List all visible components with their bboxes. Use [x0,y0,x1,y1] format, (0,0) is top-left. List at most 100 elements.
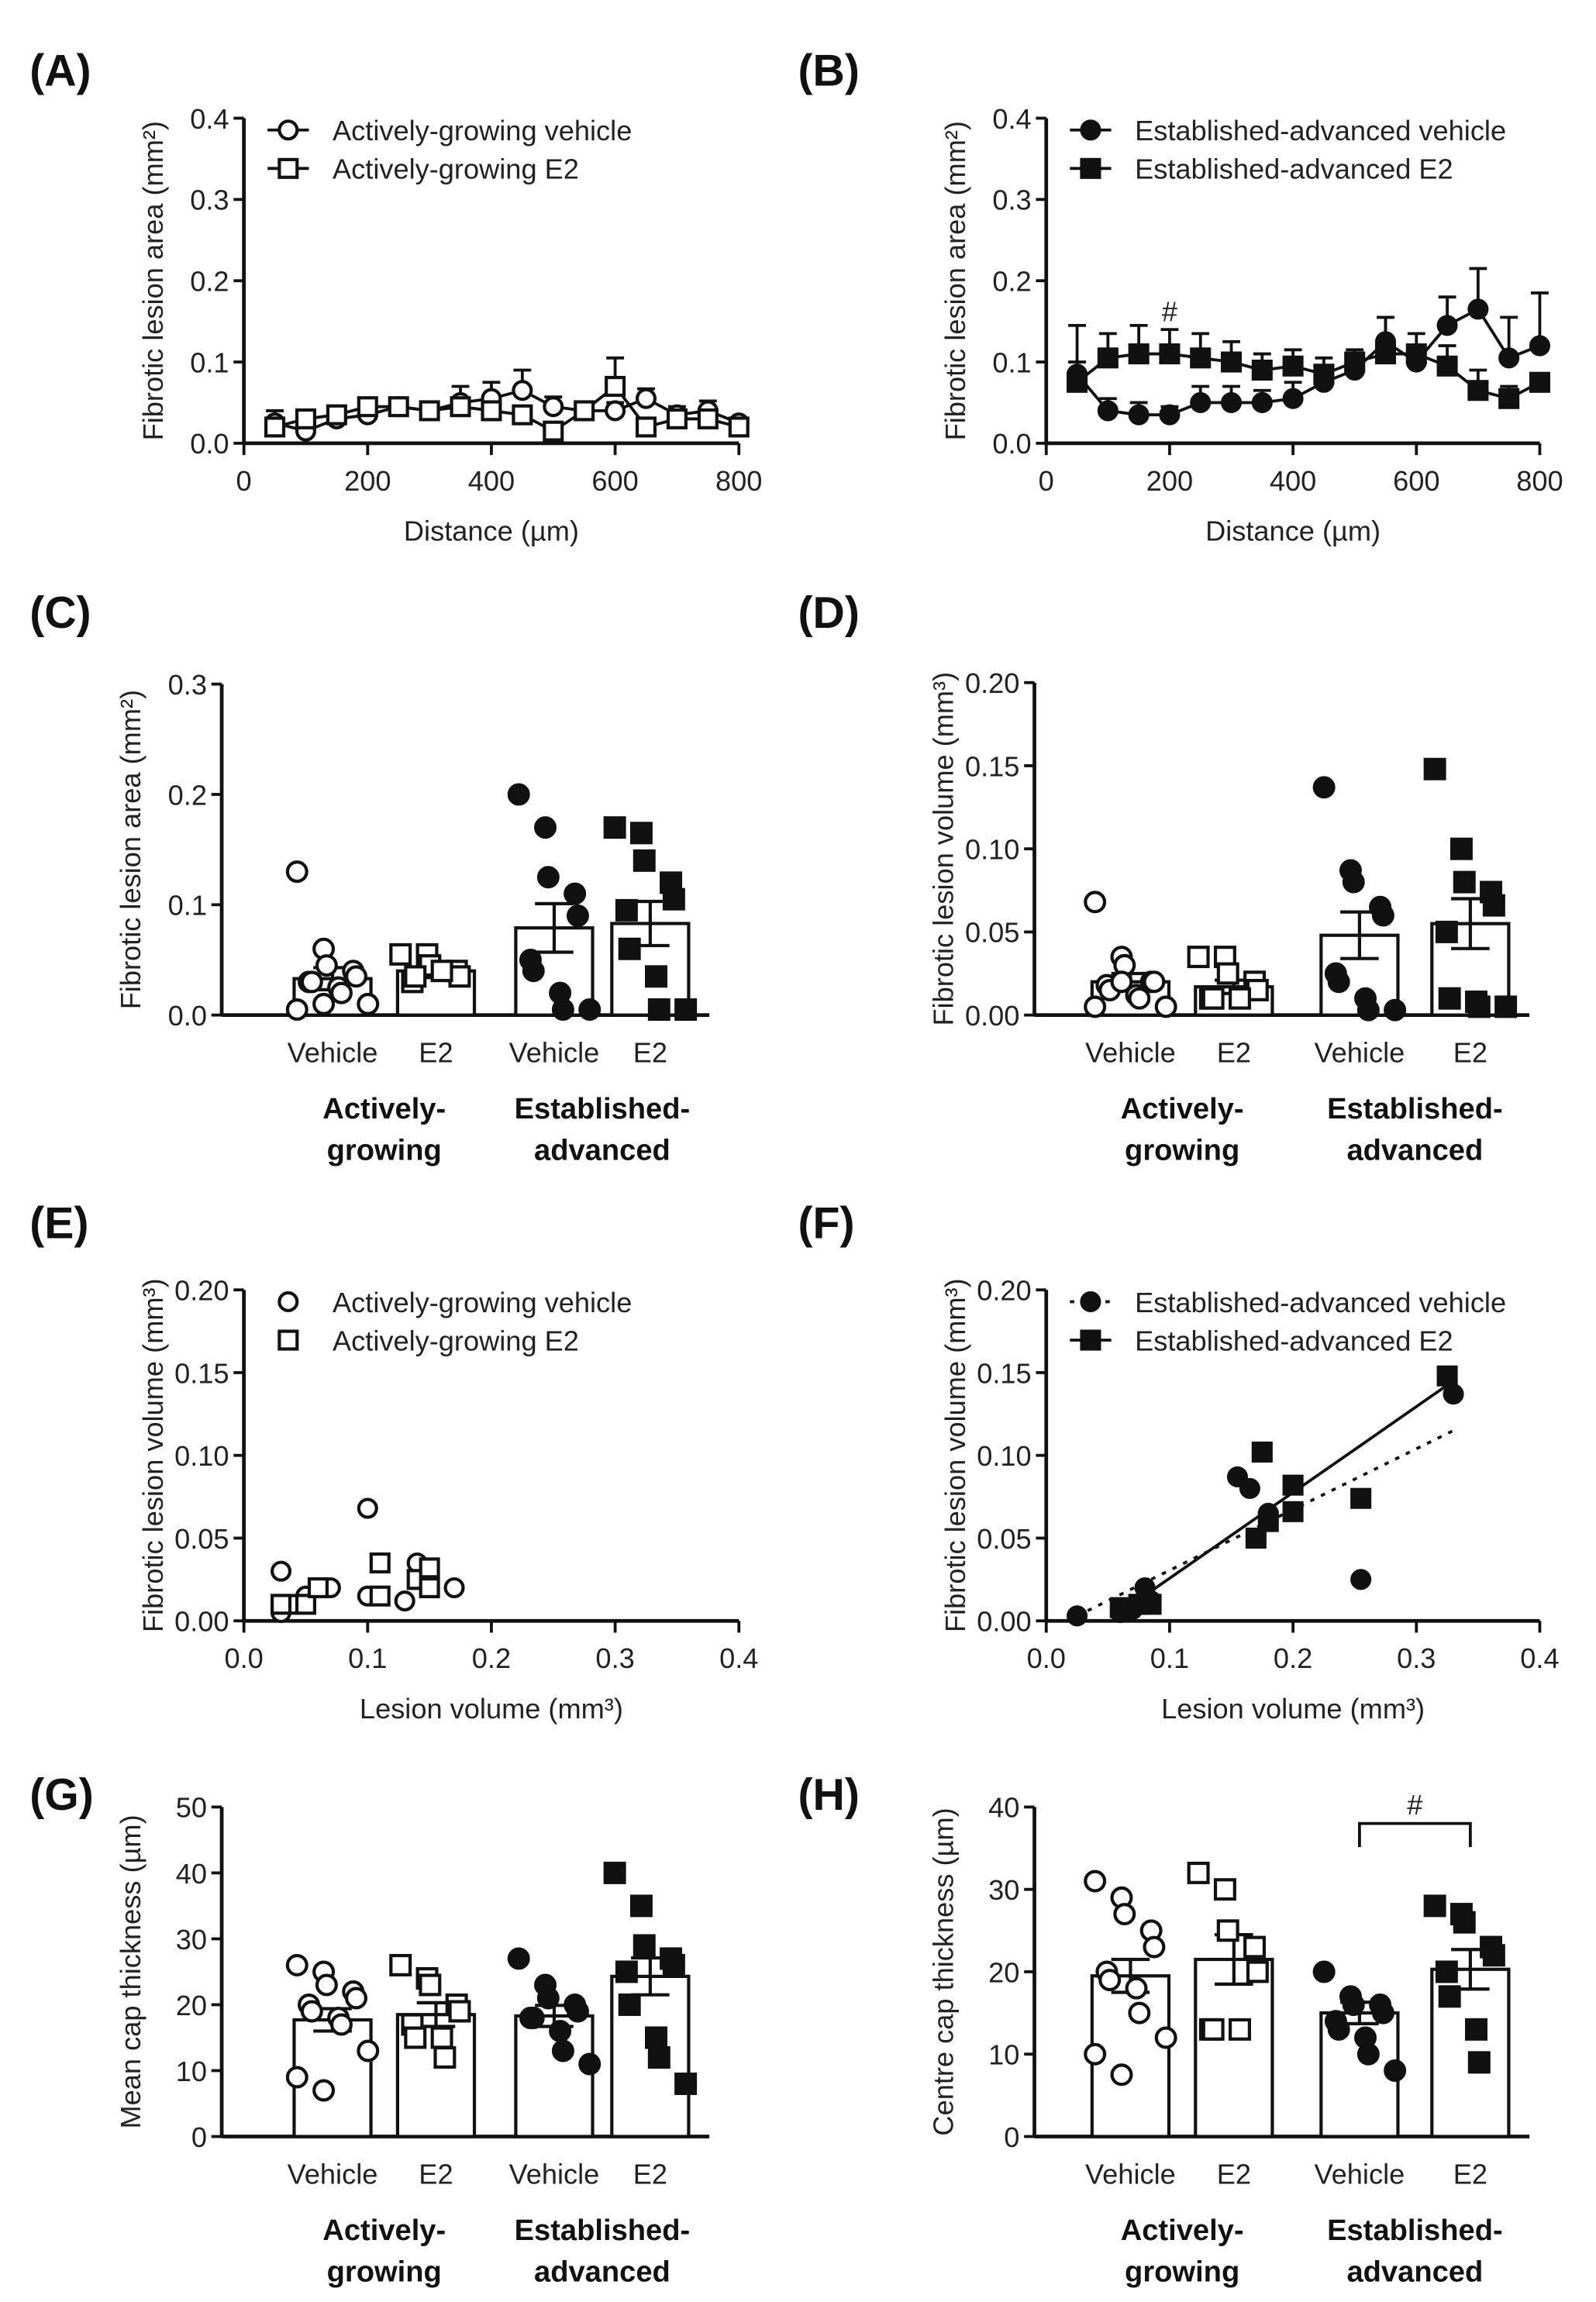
data-point [1282,388,1304,409]
data-point [1097,400,1119,422]
series-line [274,384,739,433]
data-point [1423,757,1446,781]
data-point [512,404,533,426]
y-axis-label: Fibrotic lesion volume (mm³) [137,1278,169,1632]
data-point [329,981,353,1005]
data-point [645,2026,667,2049]
data-point [271,1560,292,1582]
series-line [1076,352,1541,401]
data-point [369,1585,391,1607]
data-point [1128,404,1150,426]
data-point [1371,2001,1394,2025]
data-point [1110,2063,1133,2087]
data-point [419,1557,440,1579]
panel-h: (H) 0 10 20 30 40 Centre cap thickness (µm) Veh… [798,1770,1530,2288]
group-label: Actively- [322,2214,446,2247]
data-point [605,375,626,398]
series-line [1076,307,1541,417]
data-point [1190,347,1212,369]
x-tick-label: 0.3 [1397,1642,1436,1674]
y-tick-label: 40 [988,1792,1019,1824]
data-point [357,396,378,418]
panel-a: (A) 0.0 0.1 0.2 0.3 0.4 Fibrotic lesion area (… [29,47,762,547]
data-point [603,1861,626,1884]
data-point [1312,776,1336,799]
data-point [1201,2018,1225,2041]
data-point [566,2000,589,2023]
y-tick-label: 0.05 [174,1523,229,1555]
data-point [1080,1329,1101,1351]
data-point [549,2019,572,2042]
data-point [389,1953,412,1976]
data-point [1220,351,1243,373]
data-point [1220,391,1243,413]
data-point [551,2039,574,2062]
data-point [615,1960,638,1983]
x-tick-label: 0.0 [1027,1642,1066,1674]
data-point [1453,1911,1476,1934]
y-axis-label: Fibrotic lesion volume (mm³) [928,672,960,1026]
y-axis-label: Fibrotic lesion area (mm²) [115,690,147,1009]
data-point [1356,998,1380,1022]
data-point [419,1577,440,1599]
x-category-label: E2 [1453,1037,1487,1069]
y-tick-label: 0.3 [992,184,1031,216]
data-point [1467,2051,1491,2074]
data-point [1251,391,1273,413]
data-point [697,408,719,429]
legend-label: Actively-growing E2 [333,1325,579,1356]
data-point [264,416,286,438]
data-point [295,408,317,429]
x-tick-label: 400 [1270,465,1316,497]
panel-b: (B) 0.0 0.1 0.2 0.3 0.4 Fibrotic lesion area (… [798,47,1563,547]
data-point [1438,1985,1461,2008]
data-point [295,1594,317,1615]
data-point [300,970,323,994]
data-point [357,992,380,1015]
data-point [357,2039,380,2062]
y-tick-label: 10 [176,2056,207,2087]
data-point [1467,380,1489,401]
data-point [662,1953,685,1976]
x-tick-label: 200 [344,465,391,497]
y-tick-label: 20 [176,1990,207,2021]
legend-label: Established-advanced vehicle [1135,115,1506,146]
x-tick-label: 0 [236,465,252,497]
data-point [1128,2001,1151,2025]
y-tick-label: 0.10 [977,1440,1031,1472]
y-axis-label: Fibrotic lesion volume (mm³) [939,1278,971,1632]
significance-marker: # [1407,1789,1422,1821]
data-point [312,992,336,1015]
data-point [1251,1441,1273,1463]
y-tick-label: 0.1 [168,890,207,922]
data-point [629,822,653,845]
data-point [1067,371,1088,393]
data-point [1226,1466,1249,1487]
data-point [419,400,440,422]
data-point [1282,1474,1304,1496]
data-point [1438,987,1461,1010]
group-label: Actively- [1121,1092,1244,1125]
data-point [666,408,688,429]
y-tick-label: 0.00 [977,1606,1031,1638]
x-tick-label: 0.3 [595,1642,634,1674]
x-category-label: E2 [1217,2158,1251,2190]
data-point [674,2072,698,2095]
x-category-label: Vehicle [288,1037,378,1069]
data-point [1228,2018,1251,2041]
group-label: growing [1125,1133,1239,1167]
data-point [618,937,641,960]
data-point [1464,2018,1487,2041]
x-category-label: Vehicle [1315,2158,1405,2190]
data-point [285,998,309,1021]
data-point [357,1497,378,1519]
data-point [522,2006,545,2029]
data-point [329,2013,353,2036]
group-label: Established- [1327,1092,1503,1125]
data-point [1350,1569,1372,1590]
data-point [536,1987,560,2010]
data-point [448,2000,471,2023]
group-label: advanced [1346,1133,1483,1167]
